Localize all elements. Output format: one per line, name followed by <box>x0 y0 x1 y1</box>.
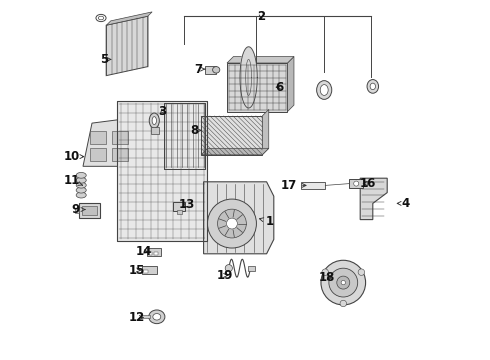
Bar <box>164 103 205 169</box>
Polygon shape <box>83 117 143 166</box>
Polygon shape <box>262 109 269 155</box>
Bar <box>164 103 205 169</box>
Bar <box>349 179 363 188</box>
Ellipse shape <box>317 81 332 99</box>
Text: 16: 16 <box>359 177 376 190</box>
Polygon shape <box>227 57 294 63</box>
Text: 12: 12 <box>129 311 145 324</box>
Bar <box>117 101 207 241</box>
Ellipse shape <box>76 192 86 198</box>
Circle shape <box>225 265 232 272</box>
Text: 2: 2 <box>257 10 265 23</box>
Circle shape <box>337 276 350 289</box>
Bar <box>144 270 148 273</box>
Text: 18: 18 <box>319 271 335 284</box>
Ellipse shape <box>76 177 86 183</box>
Ellipse shape <box>149 113 159 128</box>
Text: 4: 4 <box>397 197 409 210</box>
Bar <box>143 266 157 274</box>
Ellipse shape <box>213 67 220 73</box>
Text: 13: 13 <box>178 198 195 211</box>
Bar <box>79 203 100 218</box>
Polygon shape <box>201 116 262 155</box>
Circle shape <box>321 260 366 305</box>
Text: 3: 3 <box>158 105 166 118</box>
Polygon shape <box>106 12 152 25</box>
Bar <box>151 127 159 134</box>
Ellipse shape <box>367 80 379 93</box>
Bar <box>248 266 255 271</box>
Ellipse shape <box>152 117 156 125</box>
Text: 6: 6 <box>275 81 283 94</box>
Ellipse shape <box>76 182 86 188</box>
Ellipse shape <box>370 83 375 90</box>
Text: 19: 19 <box>216 269 233 282</box>
Ellipse shape <box>76 172 86 178</box>
Bar <box>117 101 207 241</box>
Text: 14: 14 <box>136 245 152 258</box>
Bar <box>141 315 149 318</box>
Ellipse shape <box>76 187 86 193</box>
Ellipse shape <box>96 14 106 22</box>
Bar <box>148 252 152 255</box>
Circle shape <box>354 181 359 186</box>
Ellipse shape <box>320 85 328 95</box>
Text: 1: 1 <box>260 215 274 228</box>
Bar <box>154 252 158 255</box>
Text: 11: 11 <box>63 174 82 187</box>
Polygon shape <box>106 16 148 76</box>
Ellipse shape <box>153 314 161 320</box>
Polygon shape <box>240 47 257 108</box>
Bar <box>112 131 128 144</box>
Text: 8: 8 <box>190 124 201 137</box>
Text: 9: 9 <box>72 203 86 216</box>
Ellipse shape <box>148 310 165 324</box>
Circle shape <box>218 209 246 238</box>
Polygon shape <box>201 148 269 155</box>
Bar <box>301 182 325 189</box>
Bar <box>112 148 128 161</box>
Text: 17: 17 <box>281 179 306 192</box>
Bar <box>90 131 106 144</box>
Bar <box>90 148 106 161</box>
Text: 10: 10 <box>63 150 84 163</box>
Circle shape <box>340 300 346 307</box>
Polygon shape <box>288 57 294 112</box>
Polygon shape <box>227 63 288 112</box>
Bar <box>363 181 368 186</box>
Bar <box>205 66 216 74</box>
Bar <box>176 210 182 214</box>
Circle shape <box>207 199 256 248</box>
Bar <box>82 206 97 215</box>
Text: 15: 15 <box>129 264 145 276</box>
Polygon shape <box>204 182 274 254</box>
Polygon shape <box>360 178 387 220</box>
Text: 5: 5 <box>100 53 111 66</box>
Circle shape <box>329 268 358 297</box>
Circle shape <box>358 269 365 275</box>
Circle shape <box>341 280 345 285</box>
Bar <box>147 248 161 256</box>
Circle shape <box>322 269 328 275</box>
Bar <box>75 208 79 213</box>
Text: 7: 7 <box>194 63 205 76</box>
Circle shape <box>226 218 237 229</box>
Bar <box>173 202 185 211</box>
